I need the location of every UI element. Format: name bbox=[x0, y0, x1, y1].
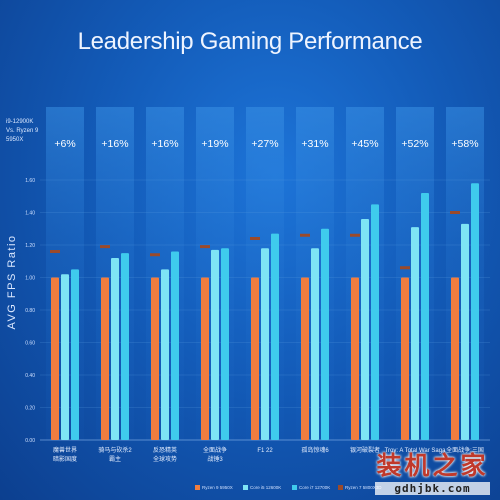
x-category-label: F1 22 bbox=[257, 448, 273, 454]
marker-ryzen-5800x3d bbox=[100, 245, 110, 249]
marker-ryzen-5800x3d bbox=[250, 237, 260, 240]
bar-ryzen-5950x bbox=[151, 277, 159, 440]
comparison-label: i9-12900K Vs. Ryzen 9 5950X bbox=[6, 118, 54, 145]
uplift-label: +16% bbox=[151, 138, 178, 150]
bar-core-i5 bbox=[161, 269, 169, 440]
bar-core-i5 bbox=[361, 219, 369, 440]
x-category-label: 战锤3 bbox=[207, 455, 223, 463]
bar-ryzen-5950x bbox=[401, 277, 409, 440]
legend-label: Ryzen 7 5800X3D bbox=[345, 485, 382, 490]
bar-core-i5 bbox=[411, 227, 419, 440]
bar-core-i5 bbox=[111, 258, 119, 440]
x-category-label: 全球攻势 bbox=[153, 455, 177, 463]
uplift-label: +31% bbox=[301, 138, 328, 150]
legend-swatch bbox=[195, 485, 200, 490]
legend-swatch bbox=[243, 485, 248, 490]
legend-entry: Ryzen 9 5950X bbox=[195, 485, 233, 490]
y-tick-label: 1.00 bbox=[25, 276, 35, 282]
y-tick-label: 0.60 bbox=[25, 341, 35, 347]
chart-title: Leadership Gaming Performance bbox=[77, 28, 423, 55]
bar-core-i7 bbox=[71, 269, 79, 440]
bar-core-i7 bbox=[371, 204, 379, 440]
legend-swatch bbox=[292, 485, 297, 490]
uplift-label: +16% bbox=[101, 138, 128, 150]
bar-ryzen-5950x bbox=[201, 277, 209, 440]
x-category-label: 银河破裂者 bbox=[350, 446, 380, 454]
x-category-label: 暗影国度 bbox=[53, 455, 77, 463]
bar-ryzen-5950x bbox=[51, 277, 59, 440]
bar-core-i7 bbox=[221, 248, 229, 440]
bar-core-i5 bbox=[311, 248, 319, 440]
x-category-label: 反恐精英 bbox=[153, 446, 177, 454]
x-category-label: Troy: A Total War Saga bbox=[385, 448, 446, 454]
y-tick-label: 1.20 bbox=[25, 243, 35, 249]
x-category-label: 全面战争:三国 bbox=[446, 446, 484, 454]
bar-ryzen-5950x bbox=[301, 277, 309, 440]
bar-core-i7 bbox=[471, 183, 479, 440]
y-tick-label: 0.20 bbox=[25, 406, 35, 412]
y-tick-label: 0.00 bbox=[25, 438, 35, 444]
marker-ryzen-5800x3d bbox=[350, 233, 360, 237]
y-tick-label: 1.60 bbox=[25, 178, 35, 184]
uplift-label: +6% bbox=[54, 138, 75, 150]
bar-core-i7 bbox=[171, 251, 179, 440]
x-category-label: 全面战争 bbox=[203, 446, 227, 454]
x-category-label: 孤岛惊魂6 bbox=[301, 446, 329, 454]
comparison-line-1: i9-12900K bbox=[6, 119, 34, 125]
y-tick-label: 0.80 bbox=[25, 308, 35, 314]
comparison-line-3: 5950X bbox=[6, 137, 24, 143]
legend-swatch bbox=[338, 485, 343, 490]
uplift-label: +27% bbox=[251, 138, 278, 150]
bar-ryzen-5950x bbox=[251, 277, 259, 440]
legend-label: Core i5 12600K bbox=[250, 485, 282, 490]
bar-core-i5 bbox=[61, 274, 69, 440]
x-category-label: 魔兽世界 bbox=[53, 446, 77, 454]
uplift-label: +45% bbox=[351, 138, 378, 150]
bar-core-i7 bbox=[421, 193, 429, 440]
x-category-label: 骑马与砍杀2 bbox=[98, 446, 132, 454]
marker-ryzen-5800x3d bbox=[200, 245, 210, 249]
bar-core-i5 bbox=[211, 249, 219, 440]
y-tick-label: 1.40 bbox=[25, 211, 35, 217]
legend-entry: Core i7 12700K bbox=[292, 485, 330, 490]
legend-label: Ryzen 9 5950X bbox=[202, 485, 233, 490]
marker-ryzen-5800x3d bbox=[150, 253, 160, 257]
marker-ryzen-5800x3d bbox=[300, 233, 310, 237]
bar-ryzen-5950x bbox=[451, 277, 459, 440]
uplift-label: +19% bbox=[201, 138, 228, 150]
uplift-label: +58% bbox=[451, 138, 478, 150]
marker-ryzen-5800x3d bbox=[50, 250, 60, 253]
comparison-line-2: Vs. Ryzen 9 bbox=[6, 128, 39, 134]
legend-entry: Ryzen 7 5800X3D bbox=[338, 485, 382, 490]
bar-ryzen-5950x bbox=[101, 277, 109, 440]
marker-ryzen-5800x3d bbox=[400, 266, 410, 270]
marker-ryzen-5800x3d bbox=[450, 211, 460, 214]
bar-core-i5 bbox=[461, 223, 469, 440]
uplift-label: +52% bbox=[401, 138, 428, 150]
bar-core-i5 bbox=[261, 248, 269, 440]
y-axis-label: AVG FPS Ratio bbox=[6, 234, 18, 329]
bar-core-i7 bbox=[321, 228, 329, 440]
legend-label: Core i7 12700K bbox=[299, 485, 331, 490]
y-tick-label: 0.40 bbox=[25, 373, 35, 379]
bar-ryzen-5950x bbox=[351, 277, 359, 440]
x-category-label: 霸主 bbox=[109, 455, 121, 463]
legend-entry: Core i5 12600K bbox=[243, 485, 281, 490]
bar-core-i7 bbox=[271, 233, 279, 440]
bar-core-i7 bbox=[121, 253, 129, 440]
